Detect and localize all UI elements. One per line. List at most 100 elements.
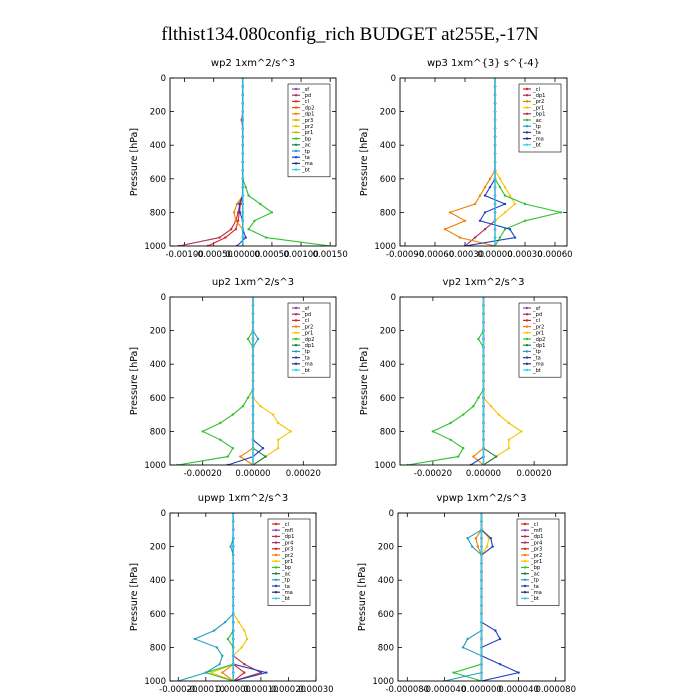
series-line-dp1 xyxy=(252,297,267,465)
data-point-bt xyxy=(480,663,483,666)
legend-entry: _ac xyxy=(301,143,311,149)
data-point-pr1 xyxy=(507,447,511,450)
data-point-ta xyxy=(498,663,502,666)
plot-frame xyxy=(169,77,337,247)
data-point-bt xyxy=(493,228,497,231)
panel-3: up2 1xm^2/s^3 Pressure [hPa] 0 200 400 600 800… xyxy=(129,277,337,479)
legend-entry: _bt xyxy=(301,167,310,173)
data-point-bt xyxy=(493,135,497,138)
legend-entry: _dp2 xyxy=(301,105,314,111)
legend: _cl_dp1_pr2_pr1_bp1_ac_tp_ta_ma_bt xyxy=(518,83,562,153)
legend-entry: _bt xyxy=(532,368,541,374)
legend-entry: _tp xyxy=(532,124,542,130)
y-tick-label: 1000 xyxy=(374,461,396,471)
y-tick-label: 400 xyxy=(380,360,396,370)
series-line-bp xyxy=(203,513,234,681)
legend-entry: _cl xyxy=(530,522,538,528)
data-point-pr3 xyxy=(243,671,246,674)
data-point-tp xyxy=(212,629,216,632)
legend-marker xyxy=(294,306,298,310)
legend-marker xyxy=(294,87,298,91)
data-point-pr2 xyxy=(448,211,452,214)
data-point-bt xyxy=(232,637,235,641)
data-point-bt xyxy=(493,102,497,105)
data-point-bt xyxy=(493,211,497,214)
y-tick-label: 1000 xyxy=(144,242,166,252)
data-point-pr1 xyxy=(210,671,213,674)
legend-marker xyxy=(525,350,529,353)
panel-data xyxy=(177,78,332,246)
data-point-dp1 xyxy=(264,455,267,458)
y-tick-label: 400 xyxy=(150,576,166,586)
data-point-bt xyxy=(232,562,235,565)
data-point-bt xyxy=(241,118,245,122)
legend-marker xyxy=(525,87,529,91)
data-point-bt xyxy=(251,379,255,383)
y-tick-label: 600 xyxy=(380,394,396,404)
y-axis-label: Pressure [hPa] xyxy=(129,563,140,631)
legend-marker xyxy=(294,368,298,372)
data-point-dp2 xyxy=(477,396,480,399)
legend-entry: _dp2 xyxy=(532,337,545,343)
legend-entry: _ta xyxy=(301,155,310,161)
legend-entry: _ta xyxy=(281,584,290,590)
legend-marker xyxy=(523,572,527,575)
legend-entry: _bt xyxy=(281,596,290,602)
legend-marker xyxy=(274,529,278,532)
legend-entry: _pd xyxy=(532,312,542,318)
legend-marker xyxy=(274,541,278,544)
data-point-pr4 xyxy=(243,663,246,666)
data-point-pr1 xyxy=(237,621,241,624)
legend-marker xyxy=(294,362,298,365)
data-point-pr2 xyxy=(463,219,467,222)
legend-marker xyxy=(525,331,529,334)
y-tick-label: 600 xyxy=(150,610,166,620)
data-point-ta xyxy=(478,219,482,222)
legend-marker xyxy=(294,344,298,347)
x-tick-label: 0.00000 xyxy=(466,469,501,479)
data-point-tp xyxy=(193,637,196,641)
data-point-cl xyxy=(224,236,227,239)
data-point-bt xyxy=(493,219,497,222)
series-line-pd xyxy=(178,78,244,246)
data-point-pr2 xyxy=(476,545,479,548)
data-point-bt xyxy=(241,102,245,105)
legend-entry: _dp1 xyxy=(530,534,543,540)
data-point-cl xyxy=(234,228,238,231)
x-tick-label: 0.00000 xyxy=(225,250,260,260)
data-point-bt xyxy=(480,570,483,573)
data-point-ta xyxy=(498,637,502,641)
plot-frame xyxy=(169,512,317,682)
figure-title: flthist134.080config_rich BUDGET at255E,… xyxy=(161,24,539,45)
legend-entry: _tp xyxy=(301,349,311,355)
legend-marker xyxy=(525,131,529,134)
legend-entry: _pr1 xyxy=(281,559,293,565)
plot-frame xyxy=(397,512,566,682)
panel-6: vpwp 1xm^2/s^3 Pressure [hPa] 0 200 400 600 80… xyxy=(357,493,576,695)
data-point-pr2 xyxy=(478,194,482,197)
legend-marker xyxy=(525,313,529,316)
legend-entry: _tp xyxy=(532,349,542,355)
data-point-tp xyxy=(461,646,465,649)
data-point-bt xyxy=(480,604,483,607)
data-point-bt xyxy=(480,562,483,565)
data-point-dp1 xyxy=(483,228,487,231)
data-point-bt xyxy=(480,654,483,657)
data-point-cl xyxy=(236,219,240,222)
data-point-bt xyxy=(251,371,255,374)
data-point-tp xyxy=(466,637,469,641)
x-tick-label: -0.00030 xyxy=(446,250,484,260)
legend-entry: _sf xyxy=(301,87,309,93)
panel-data xyxy=(406,297,523,465)
legend-marker xyxy=(294,156,298,159)
legend-marker xyxy=(525,100,529,103)
panel-data xyxy=(176,297,292,465)
panels: wp2 1xm^2/s^3 Pressure [hPa] 0 200 400 600 800… xyxy=(129,58,576,695)
data-point-dp2 xyxy=(241,405,245,408)
data-point-ac xyxy=(523,219,527,222)
data-point-ta xyxy=(489,537,492,540)
legend-marker xyxy=(294,331,298,334)
data-point-bp xyxy=(247,194,250,197)
legend-entry: _tp xyxy=(301,149,311,155)
data-point-pr1 xyxy=(513,202,517,206)
